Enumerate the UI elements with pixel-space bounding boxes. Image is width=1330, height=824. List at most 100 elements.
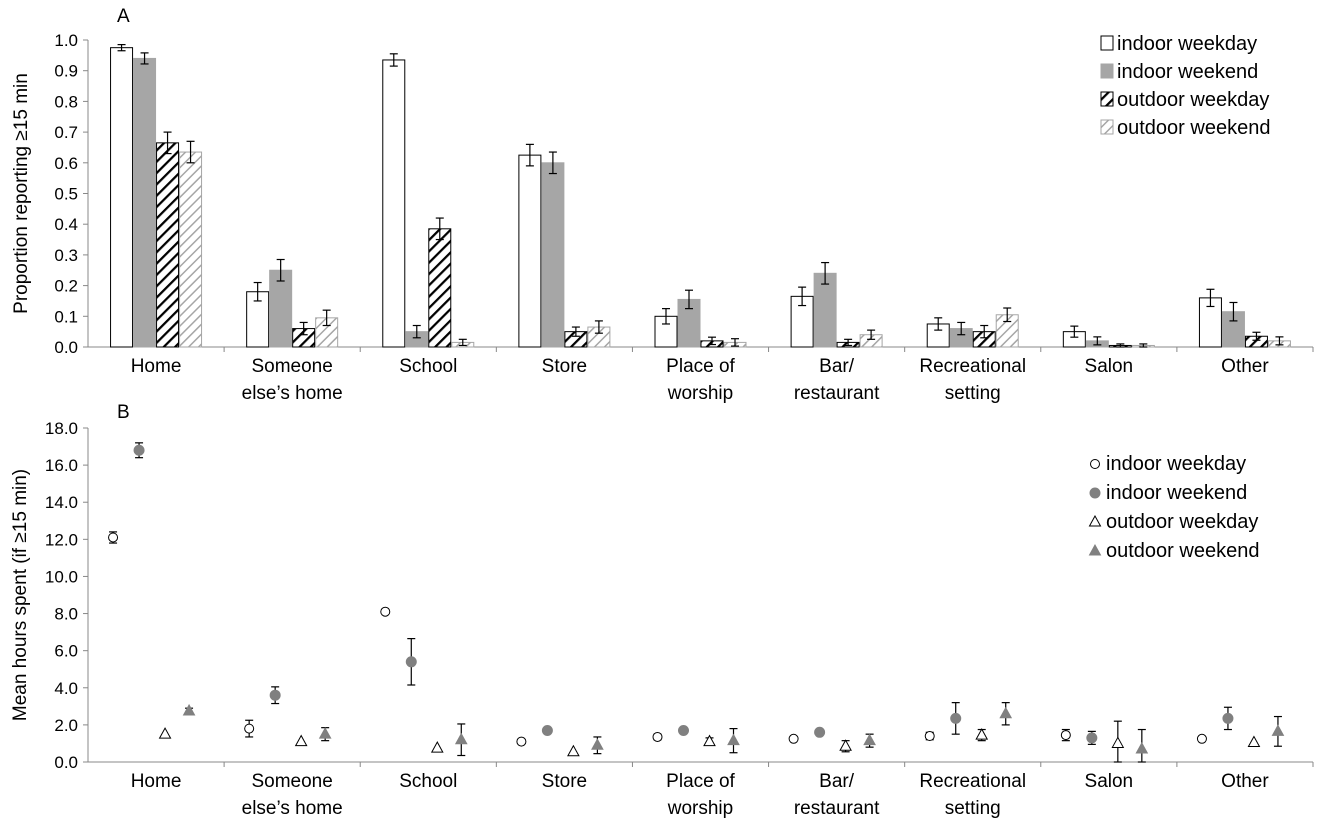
bar-indoor-weekend-someone-else-s-home bbox=[269, 269, 293, 348]
point-indoor-weekday-place-of-worship bbox=[652, 731, 663, 742]
y-tick-label: 0.9 bbox=[54, 62, 78, 81]
point-outdoor-weekend-salon bbox=[1135, 741, 1149, 754]
category-label-home: Home bbox=[131, 771, 182, 792]
bar-outdoor-weekend-home bbox=[179, 151, 203, 348]
point-indoor-weekday-salon bbox=[1060, 730, 1071, 741]
point-indoor-weekend-school bbox=[405, 656, 417, 668]
legend-marker-outdoor-weekend bbox=[1088, 543, 1102, 556]
category-label-salon: Salon bbox=[1085, 771, 1134, 792]
point-indoor-weekday-other bbox=[1196, 733, 1207, 744]
category-label-store: Store bbox=[542, 356, 587, 377]
legend-swatch-outdoor-weekday bbox=[1100, 91, 1114, 107]
category-label-someone-else-s-home: Someone bbox=[251, 771, 332, 792]
point-outdoor-weekend-store bbox=[591, 738, 604, 750]
bar-outdoor-weekday-school bbox=[428, 228, 452, 348]
category-label-place-of-worship: Place of bbox=[666, 771, 735, 792]
point-indoor-weekday-recreational-setting bbox=[924, 731, 935, 742]
point-indoor-weekend-other bbox=[1222, 712, 1234, 724]
point-outdoor-weekday-store bbox=[567, 744, 580, 757]
category-label-place-of-worship: Place of bbox=[666, 356, 735, 377]
bar-indoor-weekday-home bbox=[110, 47, 134, 348]
legend-swatch-outdoor-weekend bbox=[1100, 119, 1114, 135]
y-tick-label: 4.0 bbox=[54, 679, 78, 698]
legend-label-indoor-weekend: indoor weekend bbox=[1117, 61, 1258, 83]
point-outdoor-weekday-someone-else-s-home bbox=[294, 734, 308, 747]
category-label-other: Other bbox=[1221, 356, 1269, 377]
category-label-home: Home bbox=[131, 356, 182, 377]
legend-marker-indoor-weekday bbox=[1090, 459, 1100, 469]
point-outdoor-weekend-place-of-worship bbox=[727, 733, 740, 746]
category-label-place-of-worship: worship bbox=[667, 798, 733, 819]
category-label-recreational-setting: setting bbox=[945, 798, 1001, 819]
point-outdoor-weekday-bar-restaurant bbox=[839, 739, 852, 751]
y-tick-label: 0.1 bbox=[54, 307, 78, 326]
point-outdoor-weekend-school bbox=[454, 732, 468, 745]
category-label-bar-restaurant: restaurant bbox=[794, 383, 880, 404]
y-tick-label: 6.0 bbox=[54, 642, 78, 661]
y-tick-label: 0.6 bbox=[54, 154, 78, 173]
category-label-store: Store bbox=[542, 771, 587, 792]
category-label-school: School bbox=[399, 771, 457, 792]
y-tick-label: 10.0 bbox=[45, 567, 78, 586]
point-outdoor-weekday-recreational-setting bbox=[975, 728, 989, 740]
category-label-bar-restaurant: Bar/ bbox=[819, 356, 855, 377]
bar-indoor-weekday-store bbox=[518, 154, 542, 348]
y-tick-label: 0.0 bbox=[54, 338, 78, 357]
bar-indoor-weekend-store bbox=[541, 162, 565, 348]
point-indoor-weekend-salon bbox=[1086, 732, 1098, 744]
point-outdoor-weekend-someone-else-s-home bbox=[318, 727, 332, 739]
category-label-recreational-setting: setting bbox=[945, 383, 1001, 404]
panel-b-scatter-chart: B 0.0 2.0 4.0 6.0 8.0 10.0 12.0 14.0 16.0 18.0 Mean… bbox=[10, 402, 1314, 819]
bar-indoor-weekday-school bbox=[382, 59, 406, 348]
point-outdoor-weekday-salon bbox=[1111, 736, 1125, 748]
panel-a-bar-chart: A 0.0 0.1 0.2 0.3 0.4 0.5 0.6 0.7 0.8 0.9 1.0 Propor… bbox=[11, 6, 1314, 404]
legend-label-outdoor-weekend: outdoor weekend bbox=[1106, 540, 1259, 562]
panel-label: B bbox=[117, 402, 130, 423]
y-tick-label: 12.0 bbox=[45, 530, 78, 549]
legend-label-indoor-weekday: indoor weekday bbox=[1106, 453, 1246, 475]
y-tick-label: 0.4 bbox=[54, 215, 78, 234]
y-axis-title: Proportion reporting ≥15 min bbox=[11, 73, 32, 314]
bar-outdoor-weekday-home bbox=[156, 142, 180, 348]
category-label-someone-else-s-home: else’s home bbox=[242, 383, 343, 404]
category-label-school: School bbox=[399, 356, 457, 377]
point-indoor-weekend-store bbox=[541, 724, 553, 736]
point-indoor-weekend-bar-restaurant bbox=[814, 726, 826, 738]
legend-swatch-indoor-weekend bbox=[1100, 63, 1114, 79]
y-tick-label: 14.0 bbox=[45, 493, 78, 512]
legend-label-indoor-weekend: indoor weekend bbox=[1106, 482, 1247, 504]
category-label-recreational-setting: Recreational bbox=[919, 356, 1026, 377]
legend-label-outdoor-weekday: outdoor weekday bbox=[1117, 89, 1269, 111]
category-label-bar-restaurant: restaurant bbox=[794, 798, 880, 819]
y-tick-label: 16.0 bbox=[45, 456, 78, 475]
legend: indoor weekday indoor weekend outdoor week… bbox=[1088, 453, 1259, 562]
point-outdoor-weekday-place-of-worship bbox=[703, 734, 716, 747]
legend-label-indoor-weekday: indoor weekday bbox=[1117, 33, 1257, 55]
legend-marker-indoor-weekend bbox=[1089, 487, 1101, 499]
legend: indoor weekday indoor weekend outdoor week… bbox=[1100, 33, 1270, 139]
point-indoor-weekday-someone-else-s-home bbox=[244, 723, 255, 734]
legend-label-outdoor-weekend: outdoor weekend bbox=[1117, 117, 1270, 139]
y-axis-title: Mean hours spent (if ≥15 min) bbox=[10, 469, 31, 721]
y-tick-label: 2.0 bbox=[54, 716, 78, 735]
point-indoor-weekend-someone-else-s-home bbox=[269, 689, 281, 701]
point-outdoor-weekend-bar-restaurant bbox=[863, 733, 876, 746]
y-tick-label: 0.0 bbox=[54, 753, 78, 772]
point-indoor-weekend-home bbox=[133, 444, 145, 456]
y-tick-label: 0.8 bbox=[54, 92, 78, 111]
point-indoor-weekend-place-of-worship bbox=[678, 724, 689, 736]
point-indoor-weekend-recreational-setting bbox=[950, 712, 962, 724]
category-label-someone-else-s-home: else’s home bbox=[242, 798, 343, 819]
category-label-recreational-setting: Recreational bbox=[919, 771, 1026, 792]
bar-indoor-weekend-home bbox=[133, 57, 157, 348]
y-tick-label: 1.0 bbox=[54, 31, 78, 50]
point-indoor-weekday-school bbox=[380, 606, 391, 617]
point-outdoor-weekday-school bbox=[430, 741, 444, 753]
point-outdoor-weekend-recreational-setting bbox=[999, 706, 1013, 719]
category-label-other: Other bbox=[1221, 771, 1269, 792]
y-tick-label: 8.0 bbox=[54, 605, 78, 624]
legend-label-outdoor-weekday: outdoor weekday bbox=[1106, 511, 1258, 533]
y-tick-label: 0.3 bbox=[54, 246, 78, 265]
point-indoor-weekday-home bbox=[108, 532, 119, 543]
